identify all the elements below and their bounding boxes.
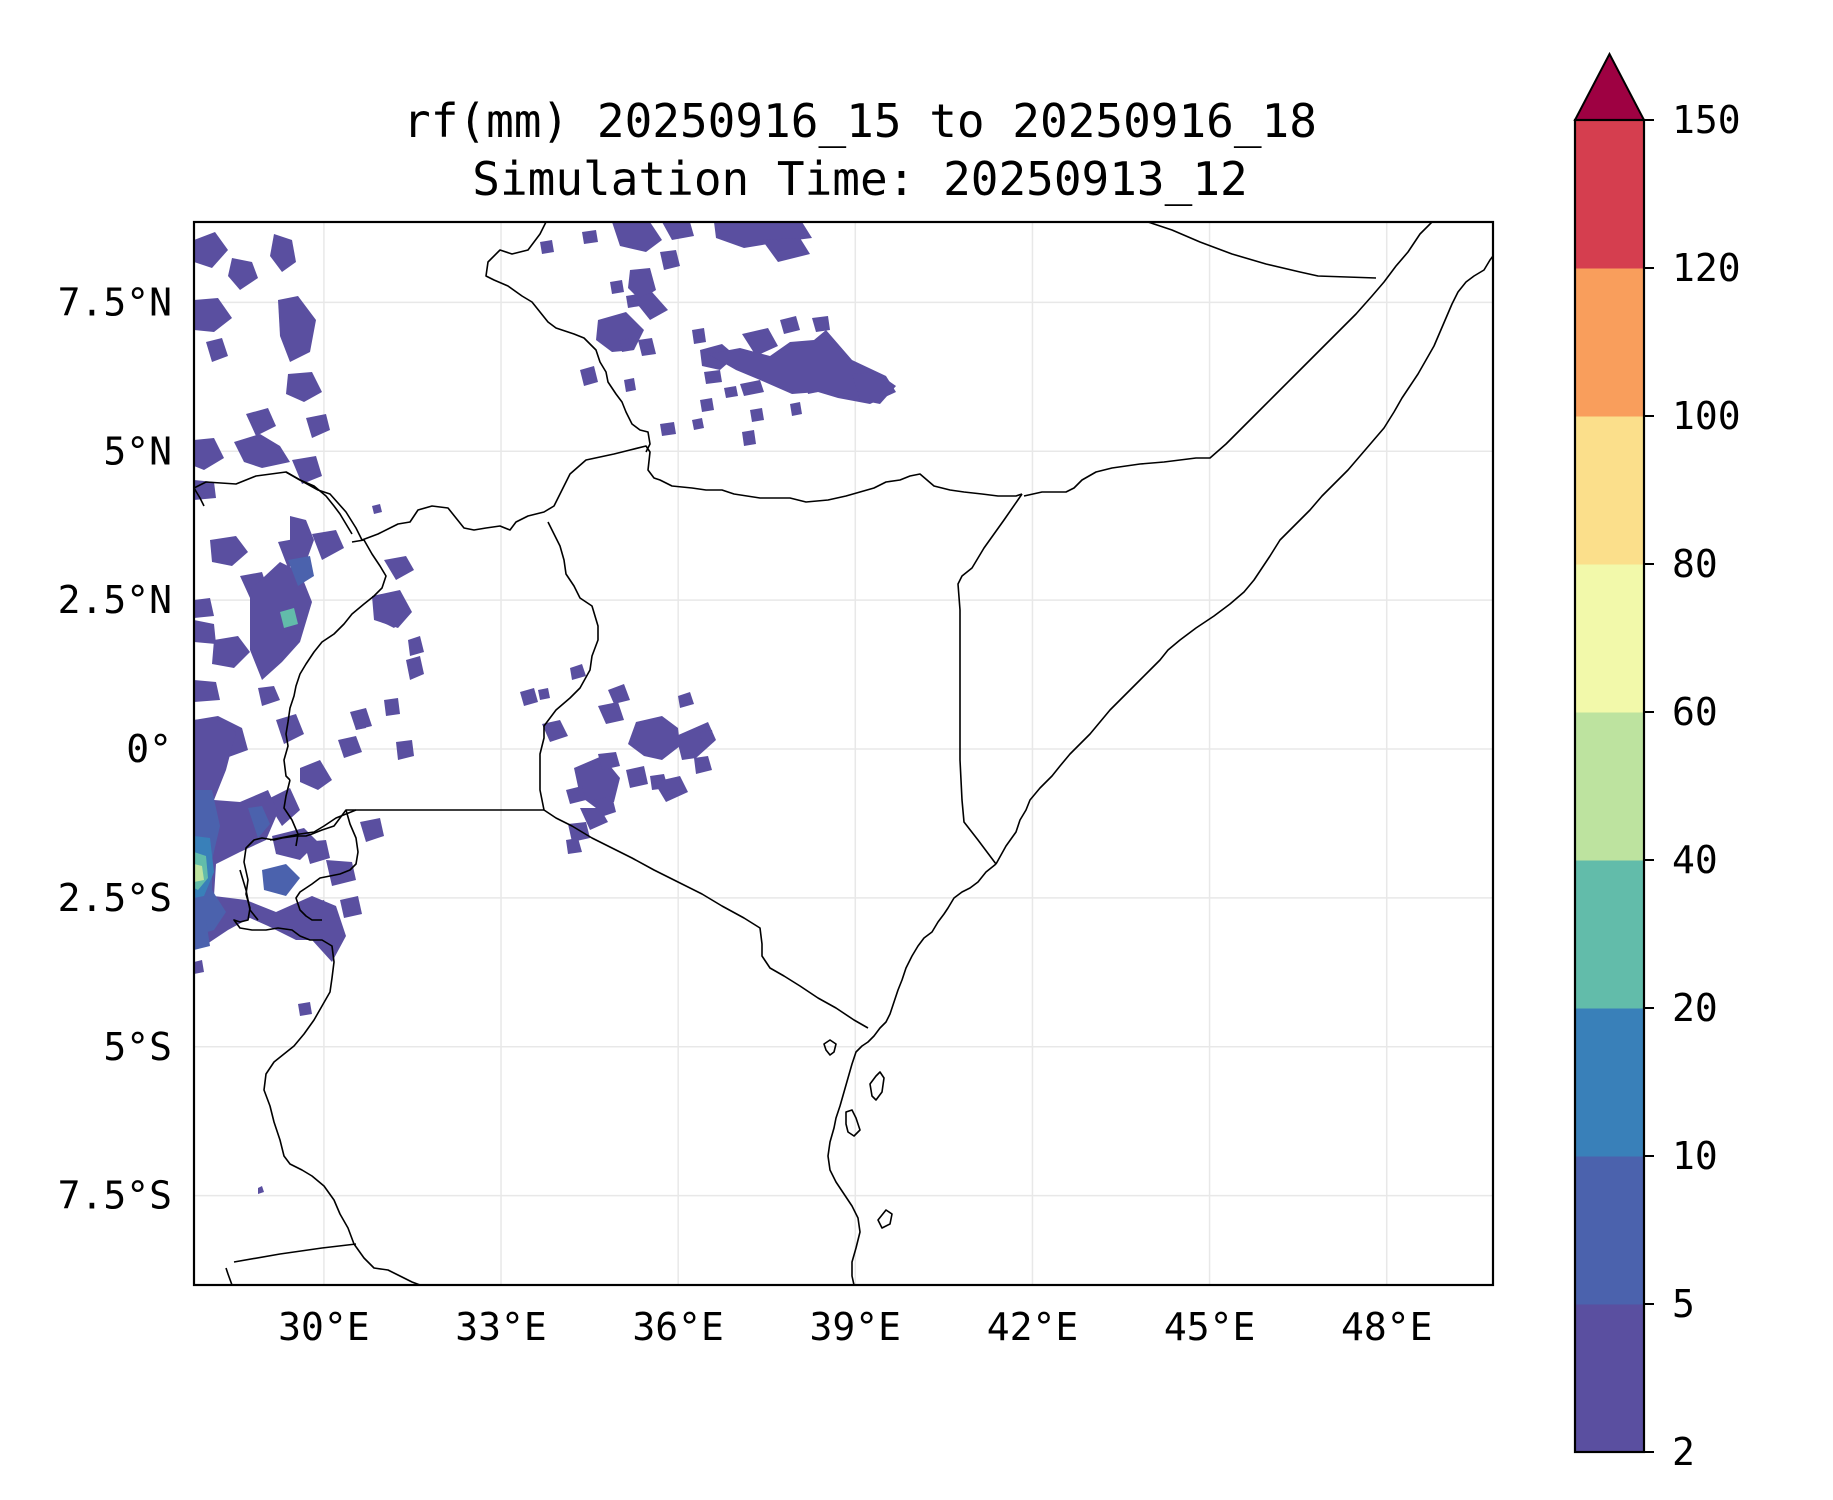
y-tick-label: 5°S bbox=[103, 1025, 172, 1069]
colorbar-extend-triangle bbox=[1573, 51, 1646, 121]
map-title: rf(mm) 20250916_15 to 20250916_18 bbox=[403, 94, 1317, 148]
y-tick-label: 2.5°N bbox=[58, 578, 172, 622]
colorbar-segment bbox=[1575, 268, 1644, 417]
country-borders bbox=[194, 222, 1493, 1285]
colorbar-segment bbox=[1575, 120, 1644, 269]
rainfall-field bbox=[194, 222, 896, 1194]
colorbar-frame bbox=[1573, 118, 1646, 1454]
map-frame bbox=[192, 220, 1495, 1287]
colorbar-tick-label: 10 bbox=[1672, 1134, 1718, 1178]
rain-cells-kenya bbox=[520, 664, 716, 854]
x-tick-label: 48°E bbox=[1341, 1305, 1433, 1349]
y-tick-label: 0° bbox=[126, 727, 172, 771]
y-tick-label: 2.5°S bbox=[58, 876, 172, 920]
colorbar-tick-label: 40 bbox=[1672, 838, 1718, 882]
x-tick-label: 30°E bbox=[278, 1305, 370, 1349]
x-tick-label: 36°E bbox=[632, 1305, 724, 1349]
rain-cells-west bbox=[194, 232, 424, 1194]
colorbar-tick-label: 80 bbox=[1672, 542, 1718, 586]
x-tick-label: 33°E bbox=[455, 1305, 547, 1349]
colorbar-segment bbox=[1575, 416, 1644, 565]
colorbar-segment bbox=[1575, 712, 1644, 861]
colorbar-tick-label: 2 bbox=[1672, 1430, 1695, 1474]
y-tick-label: 5°N bbox=[103, 429, 172, 473]
x-tick-label: 39°E bbox=[810, 1305, 902, 1349]
rain-cells-north bbox=[540, 222, 864, 446]
rain-cells-southwest bbox=[194, 556, 346, 962]
colorbar-segment bbox=[1575, 1008, 1644, 1157]
y-axis: 7.5°N 5°N 2.5°N 0° 2.5°S 5°S 7.5°S bbox=[58, 280, 172, 1217]
rain-cells-uganda-border bbox=[354, 556, 424, 760]
rain-cells-ethiopia bbox=[708, 330, 896, 404]
x-tick-label: 42°E bbox=[987, 1305, 1079, 1349]
colorbar-segment bbox=[1575, 860, 1644, 1009]
colorbar-segment bbox=[1575, 564, 1644, 713]
colorbar-tick-label: 5 bbox=[1672, 1282, 1695, 1326]
colorbar-tick-label: 60 bbox=[1672, 690, 1718, 734]
colorbar: 2 5 10 20 40 60 80 100 120 150 bbox=[1573, 51, 1741, 1474]
map-subtitle: Simulation Time: 20250913_12 bbox=[472, 152, 1247, 206]
colorbar-segment bbox=[1575, 1156, 1644, 1305]
y-tick-label: 7.5°S bbox=[58, 1174, 172, 1218]
colorbar-segment bbox=[1575, 1304, 1644, 1453]
y-tick-label: 7.5°N bbox=[58, 280, 172, 324]
colorbar-tick-label: 20 bbox=[1672, 986, 1718, 1030]
colorbar-tick-label: 150 bbox=[1672, 98, 1741, 142]
colorbar-tick-label: 120 bbox=[1672, 246, 1741, 290]
colorbar-tick-label: 100 bbox=[1672, 394, 1741, 438]
x-tick-label: 45°E bbox=[1164, 1305, 1256, 1349]
x-axis: 30°E 33°E 36°E 39°E 42°E 45°E 48°E bbox=[278, 1305, 1432, 1349]
